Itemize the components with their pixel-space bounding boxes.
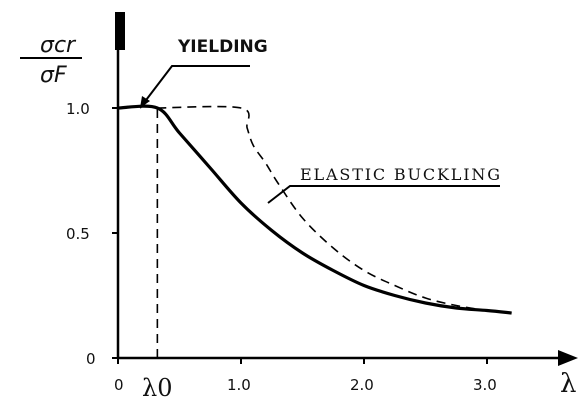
series-line-1 [157,105,512,314]
y-tick-label: 0 [86,350,96,368]
yielding-leader-line [139,65,250,109]
x-tick-label: 1.0 [227,376,251,394]
x-tick-label: 3.0 [473,376,497,394]
yielding-arrowhead [140,96,150,108]
x-axis-arrowhead [558,350,578,366]
lambda0-label: λ0 [142,374,172,398]
series-line-0 [117,104,512,315]
series-layer [117,104,512,358]
axes: 0 1.0 2.0 3.0 0 0.5 1.0 [66,48,578,394]
y-axis-arrow-cap [115,12,125,50]
y-axis-label-denominator: σF [40,63,67,88]
annotation-yielding: YIELDING [177,37,268,57]
x-tick-label: 0 [114,376,124,394]
x-axis-label: λ [560,369,576,398]
elastic-buckling-leader-line [267,185,500,204]
x-tick-label: 2.0 [350,376,374,394]
annotation-elastic-buckling: ELASTIC BUCKLING [300,165,500,184]
y-tick-label: 1.0 [66,100,90,118]
y-axis-label-numerator: σcr [40,33,77,58]
y-tick-label: 0.5 [66,225,90,243]
